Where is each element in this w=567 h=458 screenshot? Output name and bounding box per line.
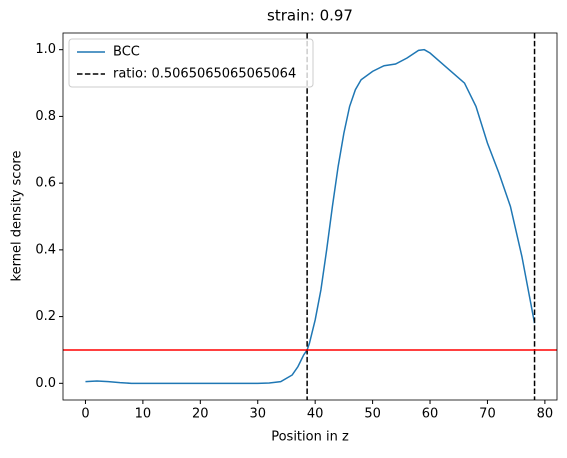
x-tick-label: 50	[364, 407, 381, 422]
chart-title: strain: 0.97	[267, 7, 353, 25]
x-tick-label: 30	[249, 407, 266, 422]
legend-box	[68, 38, 314, 88]
y-tick-label: 0.8	[35, 109, 56, 124]
y-tick-label: 0.2	[35, 309, 56, 324]
legend-label: ratio: 0.5065065065065064	[113, 67, 296, 82]
x-tick-label: 20	[192, 407, 209, 422]
y-tick-label: 0.6	[35, 176, 56, 191]
x-tick-label: 40	[307, 407, 324, 422]
x-tick-label: 60	[422, 407, 439, 422]
x-tick-label: 10	[135, 407, 152, 422]
y-axis-label: kernel density score	[10, 151, 25, 282]
y-tick-label: 1.0	[35, 42, 56, 57]
x-tick-label: 80	[537, 407, 554, 422]
x-axis-label: Position in z	[271, 430, 349, 445]
y-tick-label: 0.0	[35, 376, 56, 391]
axes-frame	[62, 32, 558, 401]
x-tick-label: 0	[81, 407, 89, 422]
legend-label: BCC	[113, 45, 140, 60]
y-tick-label: 0.4	[35, 242, 56, 257]
x-tick-label: 70	[479, 407, 496, 422]
data-line	[85, 48, 536, 385]
